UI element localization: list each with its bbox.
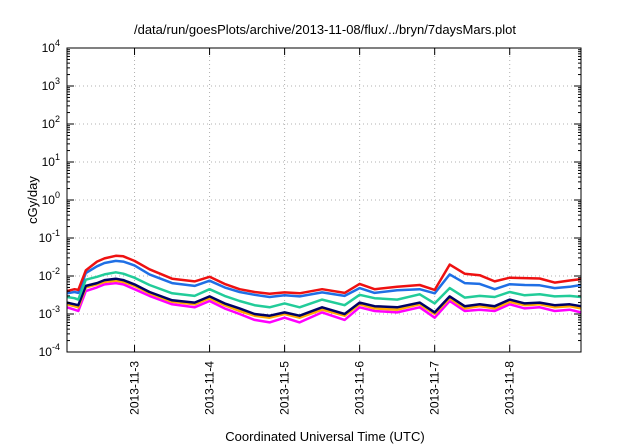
series-line <box>66 277 582 317</box>
grid <box>67 48 581 352</box>
x-axis: 2013-11-3 2013-11-4 2013-11-5 2013-11-6 2013… <box>128 48 517 415</box>
x-tick-label: 2013-11-7 <box>428 361 442 415</box>
x-tick-label: 2013-11-4 <box>203 361 217 415</box>
y-tick-label: 103 <box>42 76 60 93</box>
y-tick-exponent: 2 <box>55 114 60 124</box>
y-axis-label: cGy/day <box>25 176 40 224</box>
y-tick-exponent: 1 <box>55 152 60 162</box>
y-tick-label: 10-3 <box>39 304 60 321</box>
series-group <box>66 254 582 324</box>
series-line <box>66 254 582 296</box>
y-tick-exponent: -4 <box>52 342 60 352</box>
series-line <box>66 281 582 324</box>
y-tick-exponent: 0 <box>55 190 60 200</box>
series-line <box>66 259 582 299</box>
x-tick-label: 2013-11-8 <box>503 361 517 415</box>
series-line <box>66 271 582 309</box>
y-tick-exponent: -3 <box>52 304 60 314</box>
x-axis-label: Coordinated Universal Time (UTC) <box>225 429 424 444</box>
y-tick-label: 100 <box>42 190 60 207</box>
y-tick-label: 10-2 <box>39 266 60 283</box>
chart-title: /data/run/goesPlots/archive/2013-11-08/f… <box>134 22 516 37</box>
y-tick-label: 104 <box>42 38 60 55</box>
y-tick-label: 10-4 <box>39 342 60 359</box>
x-tick-label: 2013-11-6 <box>353 361 367 415</box>
y-tick-exponent: -1 <box>52 228 60 238</box>
y-tick-exponent: 4 <box>55 38 60 48</box>
x-tick-label: 2013-11-5 <box>278 361 292 415</box>
y-tick-label: 101 <box>42 152 60 169</box>
x-tick-label: 2013-11-3 <box>128 361 142 415</box>
y-tick-label: 10-1 <box>39 228 60 245</box>
series-line <box>66 279 582 319</box>
y-tick-label: 102 <box>42 114 60 131</box>
y-tick-exponent: 3 <box>55 76 60 86</box>
y-tick-exponent: -2 <box>52 266 60 276</box>
